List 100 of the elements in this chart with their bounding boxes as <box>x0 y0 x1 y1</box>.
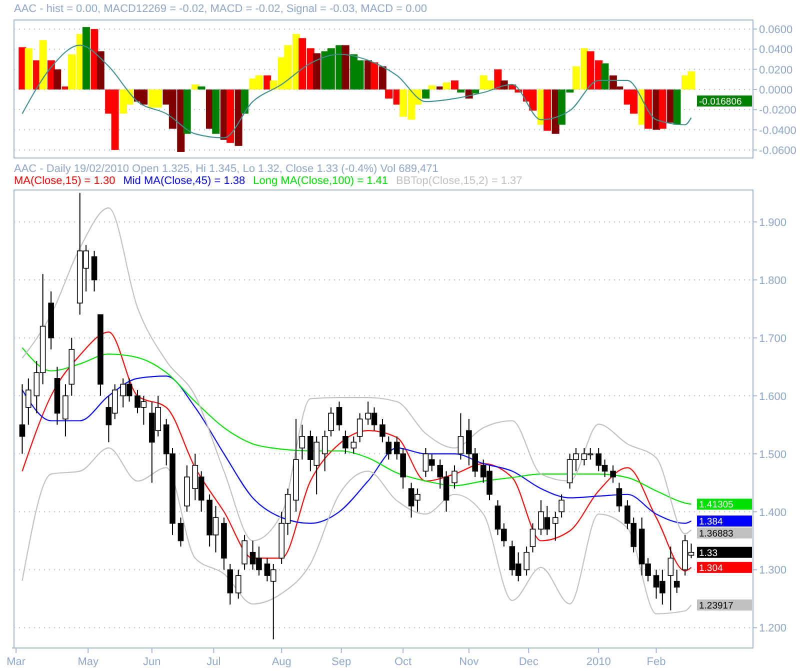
bar <box>198 86 206 90</box>
x-tick-label: Jul <box>206 656 221 668</box>
price-tag: 1.33 <box>697 546 752 559</box>
line-series <box>22 347 692 505</box>
bar <box>24 48 32 90</box>
y-tick-label: -0.0600 <box>759 144 796 157</box>
chart-title: AAC - Daily 19/02/2010 Open 1.325, Hi 1.345, Lo 1.32, Close 1.33 (-0.4%) Vol 689,471 <box>14 163 438 175</box>
candlestick <box>616 482 622 512</box>
line-series <box>22 447 692 614</box>
bar <box>264 75 272 90</box>
x-tick-label: Feb <box>646 656 666 668</box>
y-tick-label: 0.0200 <box>759 64 793 76</box>
bar <box>54 69 62 90</box>
chart-title: AAC - hist = 0.00, MACD12269 = -0.02, MACD = -0.02, Signal = -0.03, MACD = 0.00 <box>14 3 428 15</box>
text: Long MA(Close,100) = 1.41 <box>253 175 388 187</box>
y-tick-label: -0.0200 <box>759 104 796 117</box>
price-tag: 1.304 <box>697 562 752 574</box>
candlestick <box>322 430 328 472</box>
bar <box>39 40 47 90</box>
y-tick-label: 1.200 <box>759 622 787 635</box>
line-series <box>22 331 692 572</box>
candlestick <box>452 464 458 490</box>
price-tag: 1.384 <box>697 516 752 528</box>
text: MA(Close,15) = 1.30 <box>14 175 116 187</box>
data-label: 1.384 <box>699 516 723 528</box>
candlestick <box>227 563 234 606</box>
line-series <box>22 376 692 524</box>
bar <box>226 90 234 143</box>
bar <box>212 90 220 134</box>
text: Mid MA(Close,45) = 1.38 <box>123 175 246 187</box>
x-tick-label: Nov <box>459 656 480 668</box>
candlestick <box>19 384 26 454</box>
bar <box>673 90 681 125</box>
bar <box>450 80 458 90</box>
x-tick-label: Mar <box>6 656 26 668</box>
text: BBTop(Close,15,2) = 1.37 <box>396 175 522 187</box>
y-tick-label: 0.0600 <box>759 24 793 36</box>
y-tick-label: 1.300 <box>759 564 787 577</box>
candlestick <box>178 517 184 548</box>
bar <box>422 90 430 99</box>
candlestick <box>674 569 680 594</box>
candlestick <box>552 511 558 542</box>
candlestick <box>558 494 564 518</box>
candlestick <box>235 569 242 600</box>
y-tick-label: 1.600 <box>759 390 787 403</box>
candlestick <box>336 401 342 432</box>
bar <box>442 82 450 90</box>
y-tick-label: 1.900 <box>759 216 787 229</box>
price-tag: 1.41305 <box>697 498 752 511</box>
x-tick-label: Oct <box>394 656 412 668</box>
y-tick-label: 1.500 <box>759 448 787 461</box>
line-series <box>22 44 692 138</box>
y-tick-label: 1.700 <box>759 332 787 345</box>
data-label: 1.23917 <box>699 600 734 612</box>
y-tick-label: 1.800 <box>759 274 787 287</box>
bar <box>544 90 552 131</box>
x-tick-label: Dec <box>518 656 539 668</box>
bar <box>342 45 350 90</box>
line-series <box>22 207 692 542</box>
y-tick-label: 1.400 <box>759 506 787 519</box>
x-tick-label: Sep <box>332 656 352 668</box>
candlestick <box>350 436 357 454</box>
bar <box>183 90 191 134</box>
candlestick <box>62 384 68 437</box>
bar <box>428 85 436 90</box>
candlestick <box>342 430 348 454</box>
bar <box>601 63 609 90</box>
x-tick-label: Jun <box>143 656 161 668</box>
candlestick <box>524 546 530 576</box>
candlestick <box>458 412 464 460</box>
data-label: 1.41305 <box>699 500 734 511</box>
price-tag: -0.016806 <box>697 96 752 108</box>
price-tag: 1.36883 <box>697 528 752 540</box>
y-tick-label: -0.0400 <box>759 124 796 137</box>
bar <box>378 66 386 90</box>
bar <box>240 90 248 114</box>
bar <box>370 62 378 90</box>
bar <box>457 90 465 93</box>
bar <box>644 90 652 129</box>
candlestick <box>610 464 616 484</box>
candlestick <box>668 546 674 611</box>
y-tick-label: 0.0400 <box>759 44 793 56</box>
candlestick <box>26 378 32 426</box>
x-tick-label: 2010 <box>586 656 611 668</box>
x-tick-label: May <box>78 656 99 668</box>
candlestick <box>386 436 392 460</box>
data-label: 1.36883 <box>699 528 734 540</box>
price-tag: 1.23917 <box>697 600 752 612</box>
annotation: -0.016806 <box>699 96 742 108</box>
candlestick <box>299 424 306 460</box>
bar <box>472 90 479 94</box>
candlestick <box>380 418 386 443</box>
x-tick-label: Aug <box>272 656 292 668</box>
annotation: 1.33 <box>699 548 718 559</box>
bar <box>658 90 666 129</box>
candlestick <box>242 534 248 570</box>
candlestick <box>91 250 98 292</box>
candlestick <box>530 522 536 553</box>
data-label: 1.304 <box>699 562 723 574</box>
bar <box>96 51 104 90</box>
